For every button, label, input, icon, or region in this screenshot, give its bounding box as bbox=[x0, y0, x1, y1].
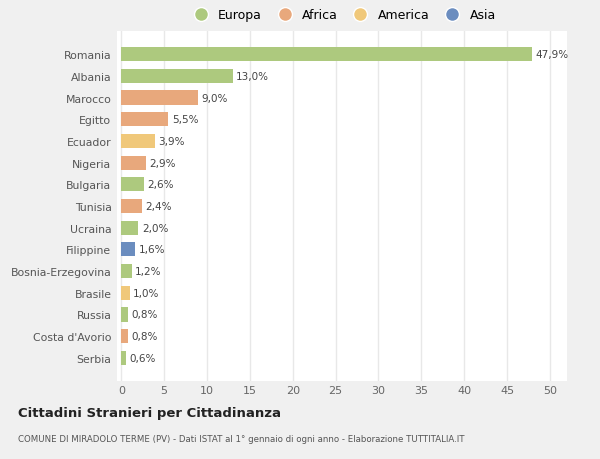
Text: 0,8%: 0,8% bbox=[131, 310, 158, 320]
Bar bbox=[121, 156, 146, 170]
Text: 2,9%: 2,9% bbox=[149, 158, 176, 168]
Text: 5,5%: 5,5% bbox=[172, 115, 199, 125]
Text: 0,8%: 0,8% bbox=[131, 331, 158, 341]
Text: 9,0%: 9,0% bbox=[202, 93, 228, 103]
Bar bbox=[121, 113, 169, 127]
Bar bbox=[121, 178, 143, 192]
Legend: Europa, Africa, America, Asia: Europa, Africa, America, Asia bbox=[185, 7, 499, 25]
Text: 3,9%: 3,9% bbox=[158, 137, 185, 146]
Bar bbox=[121, 243, 135, 257]
Text: Cittadini Stranieri per Cittadinanza: Cittadini Stranieri per Cittadinanza bbox=[18, 406, 281, 419]
Bar bbox=[121, 308, 128, 322]
Bar bbox=[121, 286, 130, 300]
Bar bbox=[121, 134, 155, 149]
Bar bbox=[121, 200, 142, 213]
Text: 13,0%: 13,0% bbox=[236, 72, 269, 82]
Bar bbox=[121, 351, 127, 365]
Text: 1,0%: 1,0% bbox=[133, 288, 160, 298]
Text: 2,6%: 2,6% bbox=[147, 180, 173, 190]
Bar bbox=[121, 70, 233, 84]
Bar bbox=[121, 48, 532, 62]
Text: 47,9%: 47,9% bbox=[535, 50, 568, 60]
Bar bbox=[121, 221, 139, 235]
Bar bbox=[121, 264, 131, 279]
Text: COMUNE DI MIRADOLO TERME (PV) - Dati ISTAT al 1° gennaio di ogni anno - Elaboraz: COMUNE DI MIRADOLO TERME (PV) - Dati IST… bbox=[18, 434, 464, 443]
Bar bbox=[121, 91, 199, 106]
Text: 1,6%: 1,6% bbox=[139, 245, 165, 255]
Text: 2,4%: 2,4% bbox=[145, 202, 172, 212]
Text: 1,2%: 1,2% bbox=[135, 267, 161, 276]
Bar bbox=[121, 330, 128, 343]
Text: 0,6%: 0,6% bbox=[130, 353, 156, 363]
Text: 2,0%: 2,0% bbox=[142, 223, 168, 233]
